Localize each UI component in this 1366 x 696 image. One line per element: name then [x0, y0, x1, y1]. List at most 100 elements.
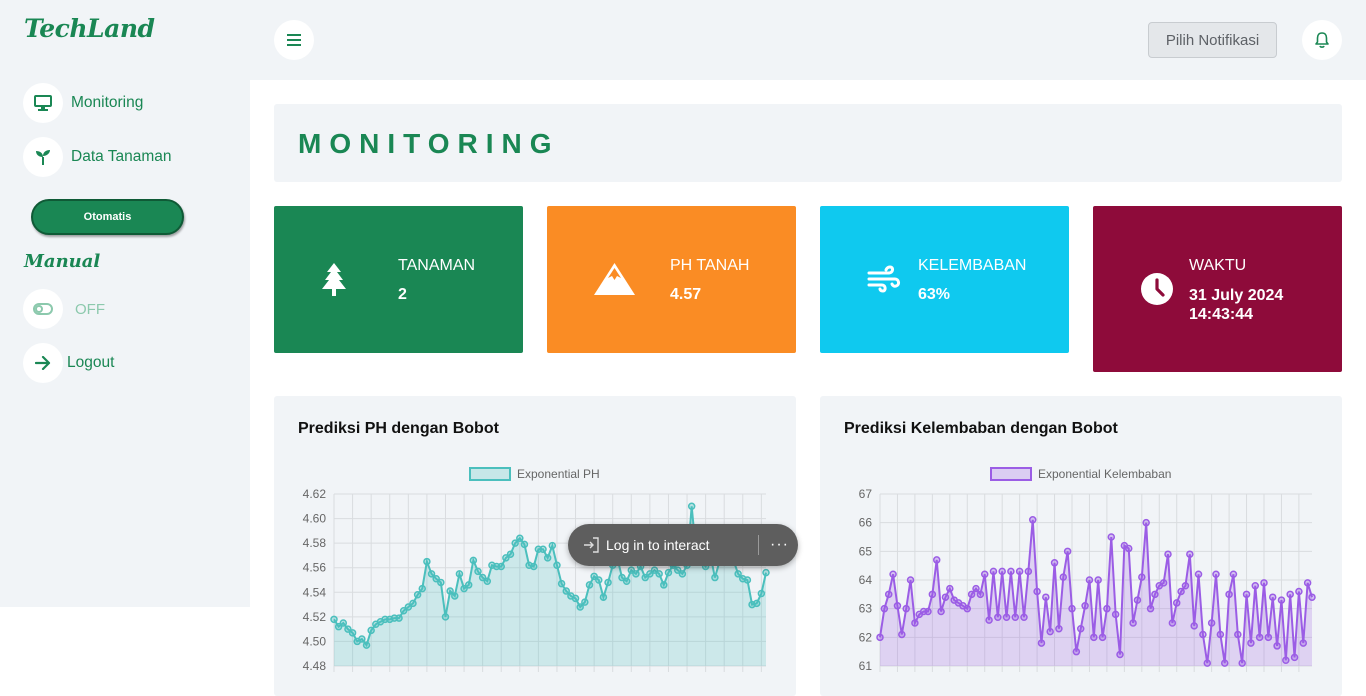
data-point — [1146, 604, 1155, 613]
data-point — [678, 570, 687, 578]
data-point — [543, 554, 552, 562]
app-logo[interactable]: TechLand — [24, 14, 155, 43]
data-point — [1225, 590, 1233, 599]
y-tick-label: 64 — [859, 573, 873, 587]
arrow-right-icon — [23, 343, 63, 383]
data-point — [734, 570, 742, 578]
data-point — [711, 573, 719, 582]
data-point — [743, 576, 752, 584]
data-point — [1168, 619, 1177, 627]
data-point — [1190, 622, 1198, 630]
data-point — [1063, 547, 1072, 556]
series-line — [879, 519, 1313, 664]
y-tick-label: 4.52 — [303, 610, 327, 624]
data-point — [455, 570, 464, 578]
data-point — [618, 573, 626, 582]
logout-button[interactable]: Logout — [23, 343, 114, 383]
data-point — [1172, 599, 1181, 607]
overlay-divider — [758, 535, 759, 555]
series-area — [880, 519, 1312, 666]
data-point — [478, 573, 487, 582]
data-point — [1264, 633, 1273, 642]
data-point — [1295, 587, 1303, 596]
data-point — [1186, 550, 1194, 558]
data-point — [1260, 579, 1268, 587]
data-point — [889, 570, 897, 579]
data-point — [632, 570, 640, 578]
data-point — [1177, 587, 1185, 596]
data-point — [941, 593, 950, 601]
data-point — [404, 603, 413, 611]
page-title-card: MONITORING — [274, 104, 1342, 182]
data-point — [1290, 653, 1299, 662]
data-point — [1229, 570, 1238, 579]
data-point — [1011, 613, 1020, 622]
data-point — [520, 540, 529, 549]
manual-toggle[interactable]: OFF — [23, 289, 105, 329]
legend-swatch — [469, 467, 511, 481]
kelembaban-chart[interactable]: Exponential Kelembaban 67 66 65 64 63 62 61 — [820, 456, 1342, 696]
data-point — [441, 613, 450, 621]
data-point — [334, 622, 343, 631]
y-tick-label: 4.56 — [303, 561, 327, 575]
data-point — [880, 604, 889, 613]
data-point — [1238, 659, 1246, 667]
data-point — [604, 578, 612, 587]
data-point — [985, 616, 993, 624]
data-point — [998, 567, 1006, 576]
y-tick-label: 4.60 — [303, 512, 327, 526]
data-point — [641, 573, 649, 582]
data-point — [1277, 596, 1286, 604]
data-point — [1015, 567, 1024, 576]
data-point — [1107, 533, 1116, 541]
data-point — [1033, 587, 1041, 596]
y-tick-label: 65 — [859, 544, 873, 558]
legend-swatch — [990, 467, 1032, 481]
sidebar-item-monitoring[interactable]: Monitoring — [23, 83, 143, 123]
stat-label: WAKTU — [1189, 257, 1247, 274]
data-point — [451, 592, 459, 600]
data-point — [898, 630, 906, 639]
otomatis-button[interactable]: Otomatis — [31, 199, 184, 235]
ph-chart[interactable]: Exponential PH 4.62 4.60 4.58 4.56 4.54 4.52 4.… — [274, 456, 796, 696]
data-point — [437, 578, 445, 587]
data-point — [1094, 576, 1102, 584]
stat-value: 4.57 — [670, 286, 702, 303]
data-point — [553, 561, 561, 570]
stat-value: 2 — [398, 286, 407, 303]
sidebar-item-data-tanaman[interactable]: Data Tanaman — [23, 137, 172, 177]
data-point — [1194, 570, 1203, 579]
data-point — [432, 575, 440, 583]
data-point — [418, 584, 427, 593]
data-point — [506, 550, 515, 558]
login-overlay[interactable]: Log in to interact ··· — [568, 524, 798, 566]
data-point — [1220, 659, 1229, 667]
manual-heading: Manual — [24, 251, 101, 272]
data-point — [1151, 590, 1159, 599]
login-label: Log in to interact — [606, 537, 710, 553]
data-point — [980, 570, 989, 579]
hamburger-icon — [287, 34, 301, 46]
y-tick-label: 61 — [859, 659, 873, 673]
data-point — [1007, 567, 1015, 576]
data-point — [590, 572, 598, 581]
data-point — [1181, 581, 1190, 590]
data-point — [622, 577, 631, 585]
data-point — [1247, 639, 1255, 647]
y-tick-label: 66 — [859, 516, 873, 530]
data-point — [409, 599, 417, 608]
stat-time: 14:43:44 — [1189, 306, 1254, 323]
login-to-interact-button[interactable]: Log in to interact — [582, 524, 710, 566]
menu-toggle-button[interactable] — [274, 20, 314, 60]
data-point — [924, 607, 932, 616]
more-options-button[interactable]: ··· — [770, 536, 789, 553]
data-point — [446, 587, 454, 595]
data-point — [358, 635, 366, 643]
data-point — [1129, 619, 1137, 627]
data-point — [1286, 590, 1294, 599]
data-point — [571, 594, 580, 603]
notification-select[interactable]: Pilih Notifikasi — [1148, 22, 1277, 58]
notification-bell-button[interactable] — [1302, 20, 1342, 60]
sidebar-item-label: Data Tanaman — [71, 148, 172, 165]
data-point — [757, 589, 766, 598]
